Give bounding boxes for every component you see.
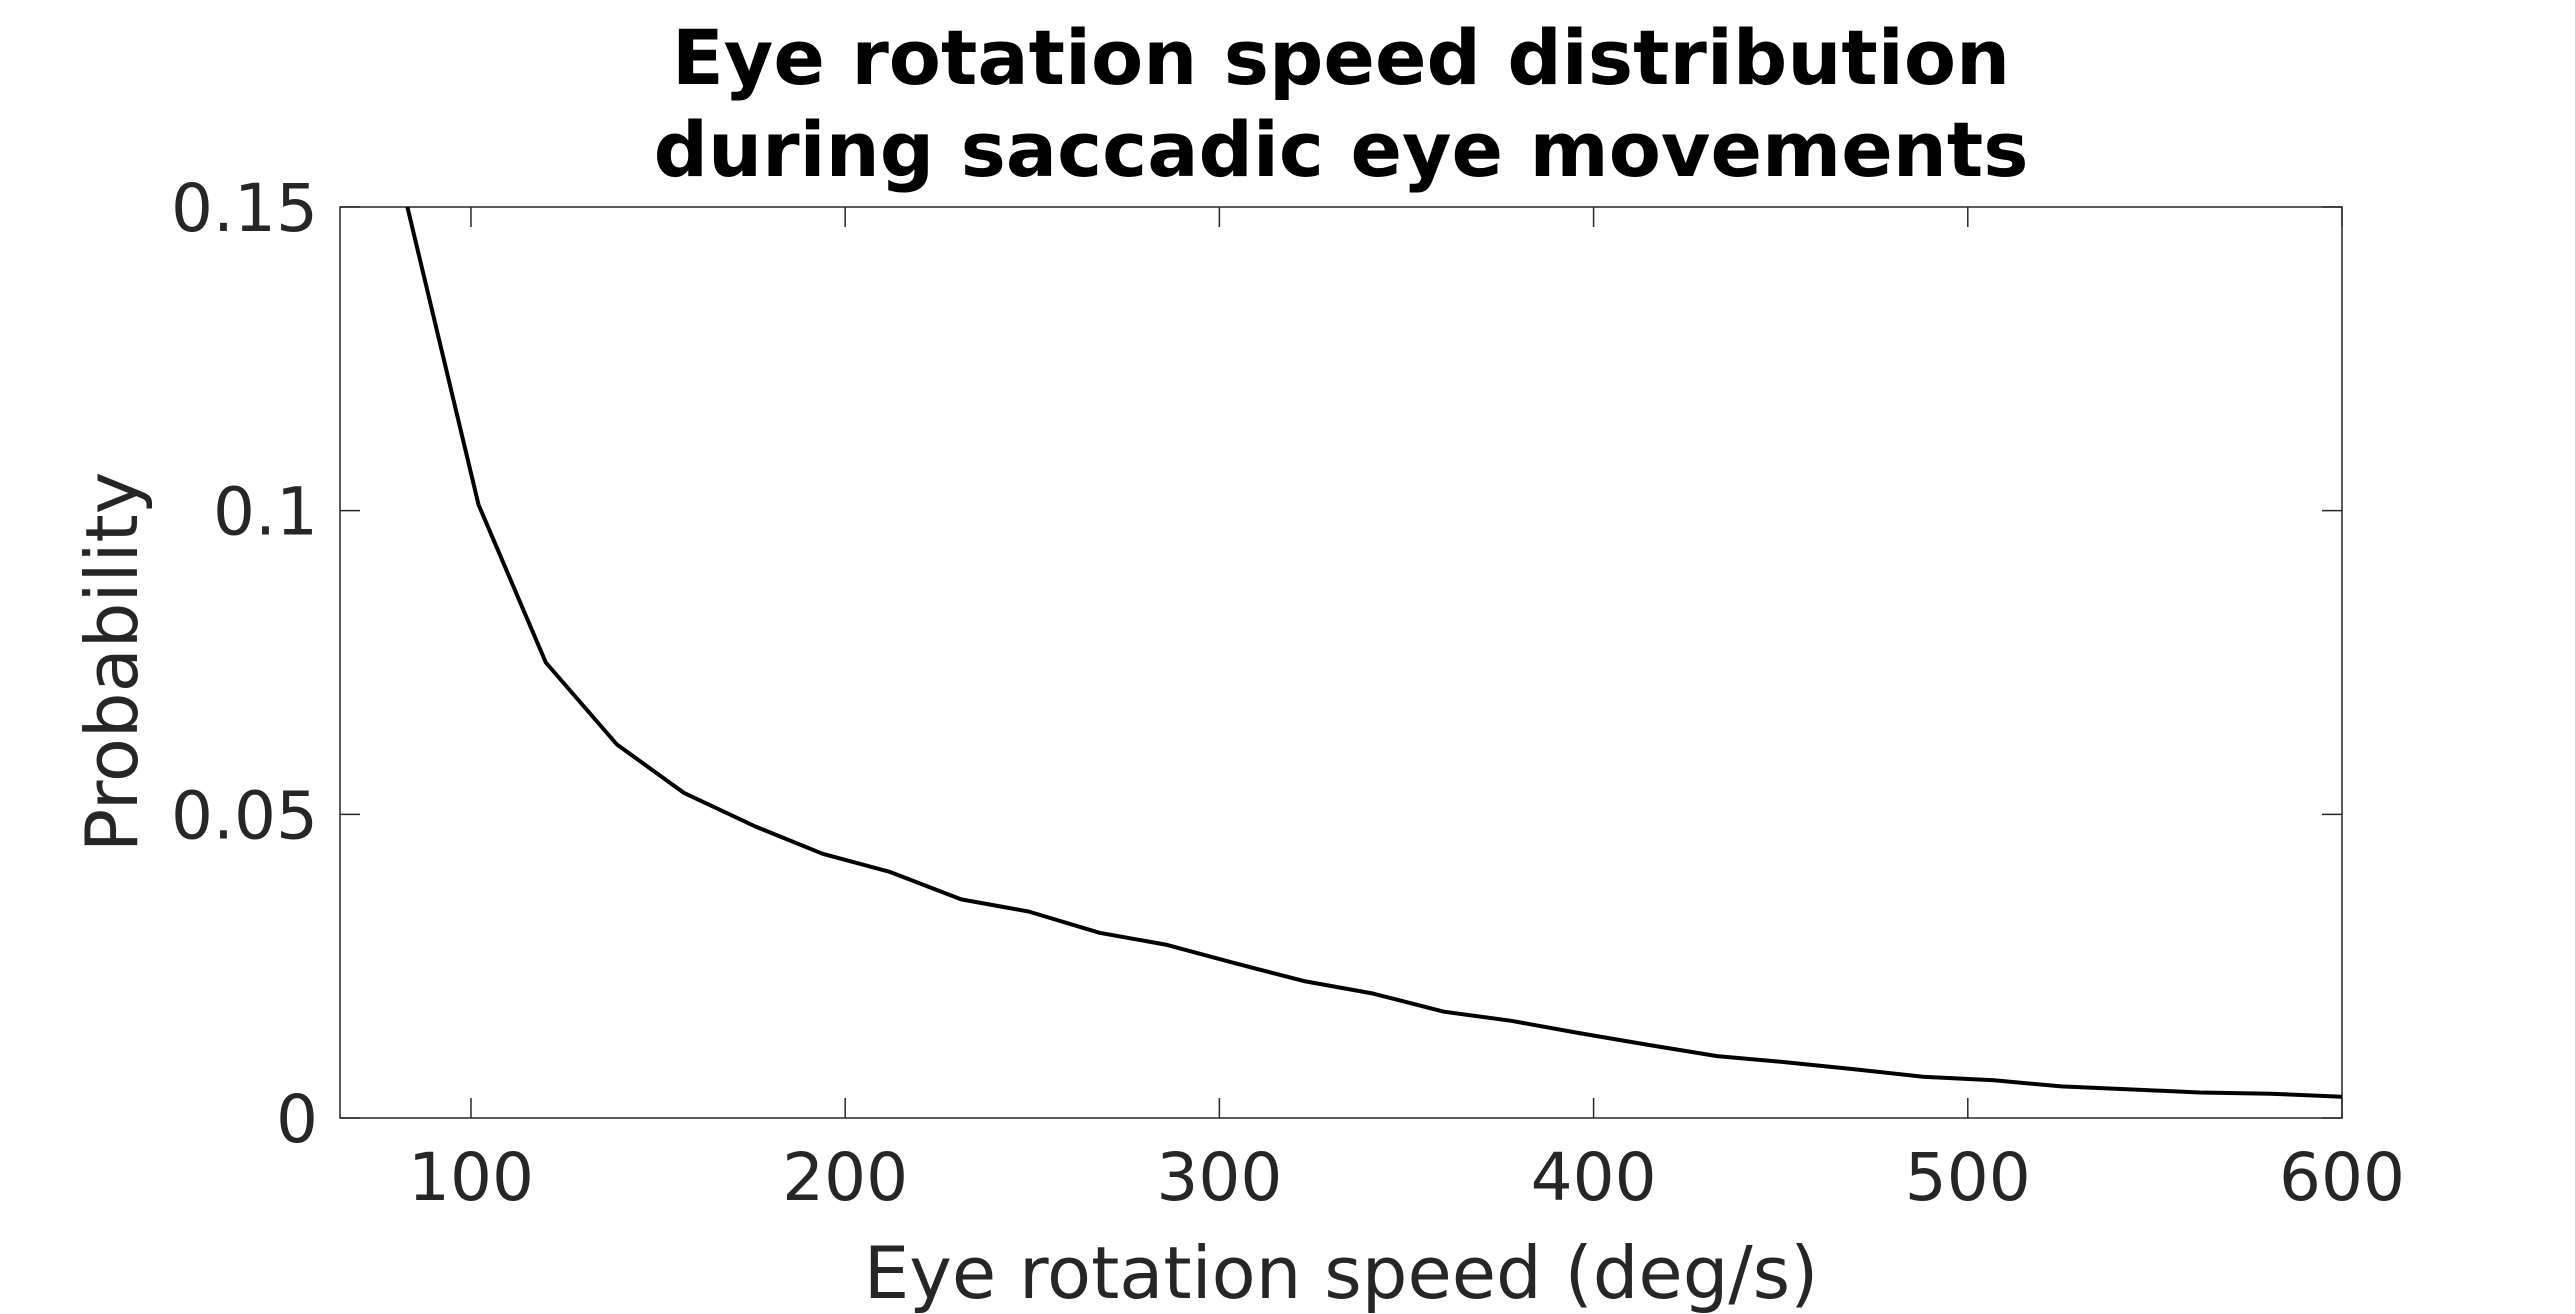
x-tick-label: 400 <box>1531 1139 1657 1216</box>
plot-area-frame <box>339 206 2343 1119</box>
y-tick-label: 0.1 <box>213 474 318 551</box>
x-tick-label: 600 <box>2279 1139 2405 1216</box>
y-tick-label: 0.15 <box>171 170 318 247</box>
chart-title-line-2: during saccadic eye movements <box>654 105 2029 194</box>
x-axis-label: Eye rotation speed (deg/s) <box>864 1231 1819 1314</box>
axis-ticks <box>340 206 2343 1119</box>
axis-tick-labels: 100 200 300 400 500 600 0 0.05 0.1 0.15 <box>171 170 2405 1216</box>
x-tick-label: 200 <box>782 1139 908 1216</box>
chart-title-line-1: Eye rotation speed distribution <box>672 13 2010 102</box>
y-tick-label: 0.05 <box>171 777 318 854</box>
y-axis-label: Probability <box>70 472 154 853</box>
y-tick-label: 0 <box>276 1081 318 1158</box>
x-tick-label: 500 <box>1905 1139 2031 1216</box>
x-tick-label: 100 <box>408 1139 534 1216</box>
series-line <box>405 206 2343 1099</box>
x-tick-label: 300 <box>1156 1139 1282 1216</box>
